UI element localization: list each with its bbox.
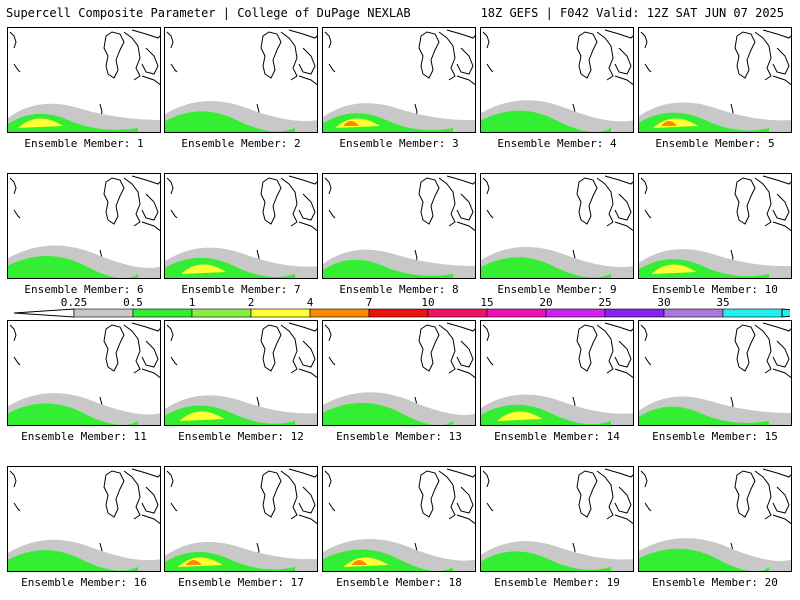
colorbar-tick-label: 30 [657,296,670,309]
ensemble-map-panel [638,173,792,279]
member-caption: Ensemble Member: 6 [24,283,144,296]
ensemble-map-panel [638,27,792,133]
colorbar-tick-label: 10 [421,296,434,309]
parameter-contour-green [8,113,138,132]
member-caption: Ensemble Member: 11 [21,430,147,443]
parameter-contour-green [8,550,138,571]
member-caption: Ensemble Member: 5 [655,137,775,150]
ensemble-map-panel [480,173,634,279]
colorbar-tick-label: 25 [598,296,611,309]
parameter-contour-yellow [181,264,226,274]
parameter-contour-green [323,402,453,425]
parameter-contour-green [481,257,611,278]
colorbar-swatch [132,308,193,318]
ensemble-map-panel [322,320,476,426]
colorbar-swatch [545,308,606,318]
ensemble-map-panel [322,466,476,572]
colorbar-tick-label: 2 [248,296,255,309]
colorbar-tick-label: 15 [480,296,493,309]
colorbar-tick-label: 4 [307,296,314,309]
member-caption: Ensemble Member: 2 [181,137,301,150]
chart-title: Supercell Composite Parameter | College … [6,6,411,20]
parameter-contour-green [639,259,769,278]
member-caption: Ensemble Member: 17 [178,576,304,589]
colorbar-tick-label: 0.25 [61,296,88,309]
colorbar-high-arrow [781,308,790,318]
member-caption: Ensemble Member: 19 [494,576,620,589]
colorbar-swatch [73,308,134,318]
parameter-contour-green [639,406,769,425]
parameter-contour-green [165,552,295,571]
colorbar-tick-label: 20 [539,296,552,309]
ensemble-map-panel [480,466,634,572]
parameter-contour-orange [661,121,677,126]
ensemble-map-panel [480,27,634,133]
parameter-contour-green [639,548,769,571]
parameter-contour-green [323,113,453,132]
ensemble-map-panel [638,320,792,426]
colorbar-swatch [250,308,311,318]
ensemble-map-panel [7,320,161,426]
ensemble-map-panel [322,173,476,279]
parameter-contour-orange [351,560,368,565]
parameter-contour-orange [343,121,359,126]
parameter-contour-orange [185,560,202,565]
parameter-contour-green [481,551,611,571]
member-caption: Ensemble Member: 20 [652,576,778,589]
member-caption: Ensemble Member: 10 [652,283,778,296]
member-caption: Ensemble Member: 15 [652,430,778,443]
colorbar-swatch [191,308,252,318]
member-caption: Ensemble Member: 8 [339,283,459,296]
colorbar-low-arrow [13,308,75,318]
ensemble-map-panel [164,466,318,572]
parameter-contour-yellow [651,264,697,274]
ensemble-map-panel [638,466,792,572]
colorbar-swatch [427,308,488,318]
parameter-contour-green [481,110,611,132]
parameter-contour-green [8,403,138,425]
member-caption: Ensemble Member: 9 [497,283,617,296]
member-caption: Ensemble Member: 4 [497,137,617,150]
colorbar-tick-label: 7 [366,296,373,309]
ensemble-map-panel [7,466,161,572]
color-scale-bar: 0.25 0.5 1 2 4 7 10 15 20 25 30 35 [13,296,790,318]
colorbar-swatch [368,308,429,318]
member-caption: Ensemble Member: 16 [21,576,147,589]
ensemble-map-panel [164,320,318,426]
colorbar-tick-label: 1 [189,296,196,309]
member-caption: Ensemble Member: 14 [494,430,620,443]
member-caption: Ensemble Member: 12 [178,430,304,443]
colorbar-swatch [604,308,665,318]
run-valid-time: 18Z GEFS | F042 Valid: 12Z SAT JUN 07 20… [480,6,784,20]
ensemble-map-panel [164,173,318,279]
colorbar-swatch [722,308,783,318]
ensemble-map-panel [7,173,161,279]
member-caption: Ensemble Member: 18 [336,576,462,589]
parameter-contour-yellow [497,411,543,421]
colorbar-swatch [486,308,547,318]
member-caption: Ensemble Member: 1 [24,137,144,150]
ensemble-map-panel [164,27,318,133]
colorbar-swatch [309,308,370,318]
parameter-contour-green [8,255,138,278]
parameter-contour-green [165,111,295,132]
colorbar-tick-label: 0.5 [123,296,143,309]
ensemble-map-panel [7,27,161,133]
member-caption: Ensemble Member: 13 [336,430,462,443]
parameter-contour-green [323,259,453,278]
colorbar-tick-label: 35 [716,296,729,309]
member-caption: Ensemble Member: 7 [181,283,301,296]
ensemble-map-panel [480,320,634,426]
parameter-contour-yellow [18,118,63,128]
parameter-contour-yellow [179,411,225,421]
colorbar-swatch [663,308,724,318]
member-caption: Ensemble Member: 3 [339,137,459,150]
ensemble-map-panel [322,27,476,133]
